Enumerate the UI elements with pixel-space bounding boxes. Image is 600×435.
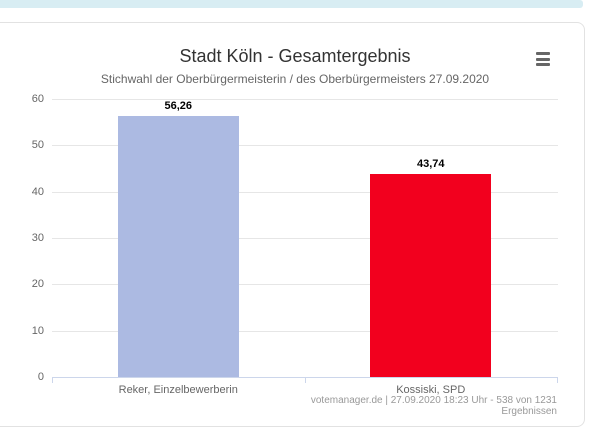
y-axis-label: 0	[37, 371, 44, 383]
y-gridline	[52, 330, 558, 332]
y-gridline	[52, 238, 558, 239]
x-axis-tick	[557, 378, 558, 383]
bar-value-label: 43,74	[416, 158, 445, 171]
y-axis-label: 30	[31, 232, 44, 244]
y-axis-label: 10	[31, 324, 44, 337]
y-axis-label: 60	[31, 93, 44, 105]
y-axis-label: 40	[31, 185, 44, 198]
x-category-label: Reker, Einzelbewerberin	[118, 384, 238, 396]
x-category-label: Kossiski, SPD	[396, 384, 466, 396]
y-axis-label: 50	[31, 139, 44, 152]
top-strip	[0, 0, 583, 8]
y-gridline	[52, 99, 558, 100]
chart-title: Stadt Köln - Gesamtergebnis	[179, 46, 411, 66]
hamburger-bar	[536, 52, 550, 55]
chart-subtitle: Stichwahl der Oberbürgermeisterin / des …	[100, 72, 490, 86]
bar-value-label: 56,26	[164, 100, 193, 113]
y-gridline	[52, 145, 558, 147]
y-gridline	[52, 284, 558, 286]
hamburger-bar	[536, 63, 550, 66]
hamburger-bar	[536, 57, 550, 61]
x-axis-line	[52, 377, 558, 378]
hamburger-menu-icon[interactable]	[533, 50, 553, 68]
bar-2[interactable]	[370, 174, 492, 377]
x-axis-tick	[305, 378, 306, 383]
y-axis-label: 20	[31, 278, 44, 291]
credits-link[interactable]: votemanager.de | 27.09.2020 18:23 Uhr - …	[310, 395, 557, 417]
bar-1[interactable]	[117, 116, 239, 377]
x-axis-tick	[52, 378, 53, 383]
y-gridline	[52, 191, 558, 193]
